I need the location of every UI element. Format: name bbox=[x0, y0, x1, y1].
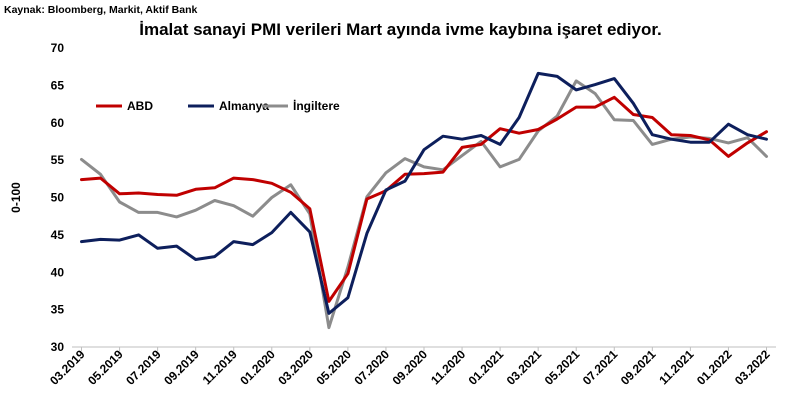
x-tick-label: 07.2019 bbox=[123, 347, 164, 388]
x-tick-label: 11.2019 bbox=[200, 347, 240, 387]
y-tick-label: 30 bbox=[51, 340, 65, 354]
x-tick-label: 01.2022 bbox=[694, 347, 735, 388]
x-tick-label: 07.2021 bbox=[580, 347, 621, 388]
y-tick-label: 65 bbox=[51, 78, 65, 92]
legend: ABD Almanya İngiltere bbox=[96, 98, 340, 113]
series-layer bbox=[80, 71, 768, 330]
x-tick-label: 09.2019 bbox=[161, 347, 202, 388]
y-tick-label: 60 bbox=[51, 116, 65, 130]
x-tick-label: 11.2020 bbox=[428, 347, 468, 387]
x-tick-label: 01.2021 bbox=[466, 347, 507, 388]
series-line-abd bbox=[80, 95, 768, 303]
y-tick-label: 55 bbox=[51, 153, 65, 167]
legend-label: Almanya bbox=[219, 99, 269, 113]
source-note: Kaynak: Bloomberg, Markit, Aktif Bank bbox=[4, 4, 198, 16]
chart-title: İmalat sanayi PMI verileri Mart ayında i… bbox=[139, 20, 662, 39]
x-tick-label: 03.2022 bbox=[732, 347, 773, 388]
x-tick-label: 11.2021 bbox=[656, 347, 696, 387]
series-line-almanya bbox=[80, 71, 768, 315]
legend-label: ABD bbox=[127, 99, 153, 113]
y-axis-label: 0-100 bbox=[9, 182, 23, 213]
x-tick-label: 05.2019 bbox=[85, 347, 126, 388]
y-tick-label: 50 bbox=[51, 191, 65, 205]
y-tick-label: 45 bbox=[51, 228, 65, 242]
x-tick-label: 09.2021 bbox=[618, 347, 659, 388]
y-tick-label: 70 bbox=[51, 41, 65, 55]
x-tick-label: 09.2020 bbox=[390, 347, 431, 388]
x-tick-label: 03.2020 bbox=[275, 347, 316, 388]
x-tick-label: 05.2020 bbox=[313, 347, 354, 388]
x-tick-label: 03.2021 bbox=[504, 347, 545, 388]
x-tick-label: 05.2021 bbox=[542, 347, 583, 388]
x-tick-label: 07.2020 bbox=[351, 347, 392, 388]
x-tick-label: 01.2020 bbox=[237, 347, 278, 388]
axes: 3035404550556065700-10003.201905.201907.… bbox=[9, 41, 776, 388]
series-line-ingiltere bbox=[80, 79, 768, 330]
legend-label: İngiltere bbox=[293, 98, 340, 113]
y-tick-label: 40 bbox=[51, 265, 65, 279]
y-tick-label: 35 bbox=[51, 303, 65, 317]
